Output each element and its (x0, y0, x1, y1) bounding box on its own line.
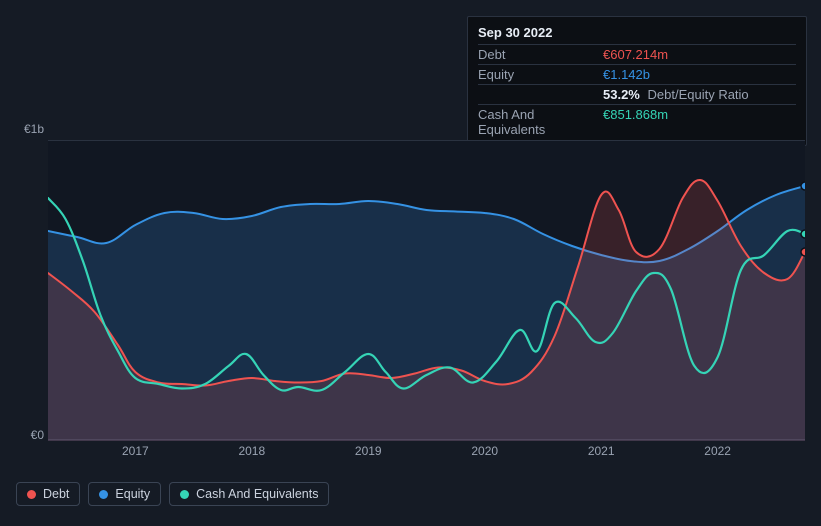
tooltip-ratio-label: Debt/Equity Ratio (648, 87, 749, 102)
x-axis-tick: 2019 (355, 444, 382, 458)
tooltip-equity-label: Equity (478, 67, 603, 82)
x-axis-tick: 2020 (471, 444, 498, 458)
tooltip-debt-value: €607.214m (603, 47, 668, 62)
x-axis-tick: 2021 (588, 444, 615, 458)
legend-item-equity[interactable]: Equity (88, 482, 161, 506)
legend-item-cash[interactable]: Cash And Equivalents (169, 482, 329, 506)
x-axis-tick: 2018 (238, 444, 265, 458)
legend-swatch-icon (180, 490, 189, 499)
legend-item-label: Cash And Equivalents (196, 487, 318, 501)
legend-item-label: Debt (43, 487, 69, 501)
x-axis-tick: 2017 (122, 444, 149, 458)
tooltip-debt-label: Debt (478, 47, 603, 62)
tooltip-date: Sep 30 2022 (478, 23, 796, 44)
plot-area[interactable] (48, 140, 805, 440)
chart-region: €1b €0 2017 2018 2019 2020 2021 2022 (16, 124, 805, 494)
legend-swatch-icon (27, 490, 36, 499)
tooltip-cash-value: €851.868m (603, 107, 668, 122)
legend: Debt Equity Cash And Equivalents (16, 482, 329, 506)
y-axis-label-min: €0 (16, 428, 44, 442)
x-axis-tick: 2022 (704, 444, 731, 458)
legend-item-label: Equity (115, 487, 150, 501)
tooltip-row-equity: Equity €1.142b (478, 64, 796, 84)
legend-item-debt[interactable]: Debt (16, 482, 80, 506)
legend-swatch-icon (99, 490, 108, 499)
y-axis-label-max: €1b (16, 122, 44, 136)
series-end-marker-equity (801, 182, 805, 190)
series-end-marker-cash (801, 230, 805, 238)
chart-svg (48, 141, 805, 441)
tooltip-equity-value: €1.142b (603, 67, 650, 82)
x-axis: 2017 2018 2019 2020 2021 2022 (48, 444, 805, 462)
tooltip-ratio-value: 53.2% (603, 87, 640, 102)
series-end-marker-debt (801, 248, 805, 256)
tooltip-row-ratio: 53.2% Debt/Equity Ratio (478, 84, 796, 104)
tooltip-row-debt: Debt €607.214m (478, 44, 796, 64)
